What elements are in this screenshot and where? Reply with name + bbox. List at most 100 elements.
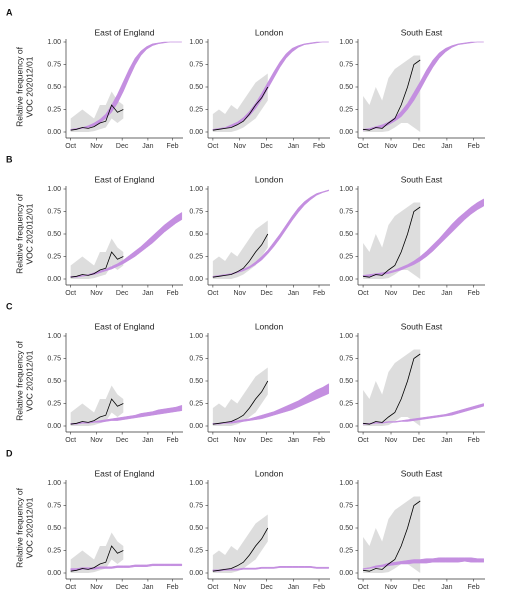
panel-title: London — [255, 468, 284, 478]
x-tick-label: Dec — [260, 290, 273, 297]
y-axis-label: Relative frequency of — [14, 487, 24, 567]
panel-title: London — [255, 174, 284, 184]
model-band — [70, 41, 182, 131]
model-band — [212, 41, 329, 131]
x-tick-label: Oct — [65, 437, 76, 444]
x-tick-label: Jan — [142, 143, 153, 150]
x-tick-label: Nov — [385, 143, 398, 150]
x-tick-label: Dec — [260, 437, 273, 444]
x-tick-label: Feb — [313, 290, 325, 297]
x-tick-label: Feb — [468, 290, 480, 297]
y-tick-label: 0.25 — [47, 547, 61, 554]
y-axis-label: Relative frequency of — [14, 193, 24, 273]
y-tick-label: 0.75 — [339, 502, 353, 509]
y-tick-label: 0.25 — [189, 400, 203, 407]
observed-range — [363, 496, 421, 573]
panel-title: South East — [401, 321, 443, 331]
x-tick-label: Jan — [288, 584, 299, 590]
y-tick-label: 1.00 — [339, 480, 353, 487]
y-tick-label: 0.50 — [47, 84, 61, 91]
y-axis-label: VOC 202012/01 — [24, 497, 34, 558]
model-band — [362, 403, 484, 425]
panel-title: South East — [401, 468, 443, 478]
observed-range — [212, 367, 268, 426]
y-tick-label: 0.50 — [339, 378, 353, 385]
panel-label: A — [6, 7, 13, 17]
y-axis-label: VOC 202012/01 — [24, 56, 34, 117]
y-tick-label: 0.00 — [189, 570, 203, 577]
observed-range — [212, 514, 268, 573]
model-band — [362, 557, 484, 570]
x-tick-label: Jan — [441, 143, 452, 150]
y-tick-label: 0.00 — [47, 129, 61, 136]
model-band — [212, 566, 330, 572]
x-tick-label: Nov — [233, 584, 246, 590]
x-tick-label: Feb — [313, 437, 325, 444]
y-tick-label: 0.50 — [189, 84, 203, 91]
y-tick-label: 0.00 — [189, 129, 203, 136]
x-tick-label: Feb — [313, 584, 325, 590]
observed-range — [70, 91, 124, 132]
y-tick-label: 0.50 — [339, 525, 353, 532]
observed-range — [212, 73, 268, 132]
y-tick-label: 0.25 — [189, 253, 203, 260]
x-tick-label: Nov — [233, 290, 246, 297]
y-tick-label: 0.75 — [47, 208, 61, 215]
x-tick-label: Jan — [441, 290, 452, 297]
observed-line — [212, 527, 269, 572]
y-tick-label: 1.00 — [47, 39, 61, 46]
y-tick-label: 0.75 — [339, 208, 353, 215]
y-tick-label: 0.50 — [189, 378, 203, 385]
x-tick-label: Feb — [468, 584, 480, 590]
y-tick-label: 0.75 — [47, 61, 61, 68]
y-tick-label: 0.50 — [189, 231, 203, 238]
y-tick-label: 1.00 — [189, 186, 203, 193]
y-tick-label: 0.00 — [47, 570, 61, 577]
y-tick-label: 1.00 — [339, 39, 353, 46]
y-tick-label: 1.00 — [189, 333, 203, 340]
x-tick-label: Jan — [288, 143, 299, 150]
x-tick-label: Oct — [207, 143, 218, 150]
panel-title: London — [255, 27, 284, 37]
y-tick-label: 0.00 — [339, 276, 353, 283]
observed-line — [212, 233, 269, 278]
x-tick-label: Feb — [468, 437, 480, 444]
panel-title: South East — [401, 174, 443, 184]
observed-range — [363, 202, 421, 279]
y-tick-label: 0.25 — [339, 547, 353, 554]
x-tick-label: Nov — [90, 143, 103, 150]
x-tick-label: Nov — [385, 290, 398, 297]
y-tick-label: 0.25 — [339, 400, 353, 407]
y-tick-label: 0.50 — [47, 525, 61, 532]
y-tick-label: 0.75 — [189, 502, 203, 509]
x-tick-label: Jan — [142, 584, 153, 590]
y-tick-label: 0.75 — [189, 208, 203, 215]
x-tick-label: Dec — [116, 290, 129, 297]
x-tick-label: Nov — [90, 437, 103, 444]
panel-title: South East — [401, 27, 443, 37]
x-tick-label: Feb — [313, 143, 325, 150]
observed-range — [363, 349, 421, 426]
x-tick-label: Dec — [116, 143, 129, 150]
x-tick-label: Dec — [116, 437, 129, 444]
y-tick-label: 0.00 — [339, 570, 353, 577]
observed-line — [363, 500, 421, 572]
model-band — [212, 189, 330, 278]
x-tick-label: Feb — [166, 584, 178, 590]
panel-title: East of England — [94, 321, 154, 331]
y-tick-label: 1.00 — [47, 186, 61, 193]
x-tick-label: Feb — [166, 290, 178, 297]
x-tick-label: Jan — [288, 437, 299, 444]
panel-title: East of England — [94, 27, 154, 37]
x-tick-label: Oct — [358, 290, 369, 297]
y-tick-label: 0.75 — [339, 355, 353, 362]
y-tick-label: 1.00 — [47, 480, 61, 487]
y-tick-label: 1.00 — [189, 480, 203, 487]
observed-line — [363, 353, 421, 425]
x-tick-label: Dec — [260, 143, 273, 150]
x-tick-label: Nov — [385, 437, 398, 444]
y-tick-label: 0.25 — [47, 106, 61, 113]
panel-title: East of England — [94, 174, 154, 184]
x-tick-label: Oct — [65, 584, 76, 590]
